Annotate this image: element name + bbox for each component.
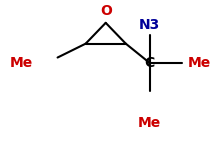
Text: Me: Me bbox=[138, 116, 161, 130]
Text: O: O bbox=[100, 4, 112, 18]
Text: Me: Me bbox=[10, 56, 33, 70]
Text: C: C bbox=[145, 56, 155, 70]
Text: Me: Me bbox=[188, 56, 211, 70]
Text: N3: N3 bbox=[139, 18, 160, 32]
